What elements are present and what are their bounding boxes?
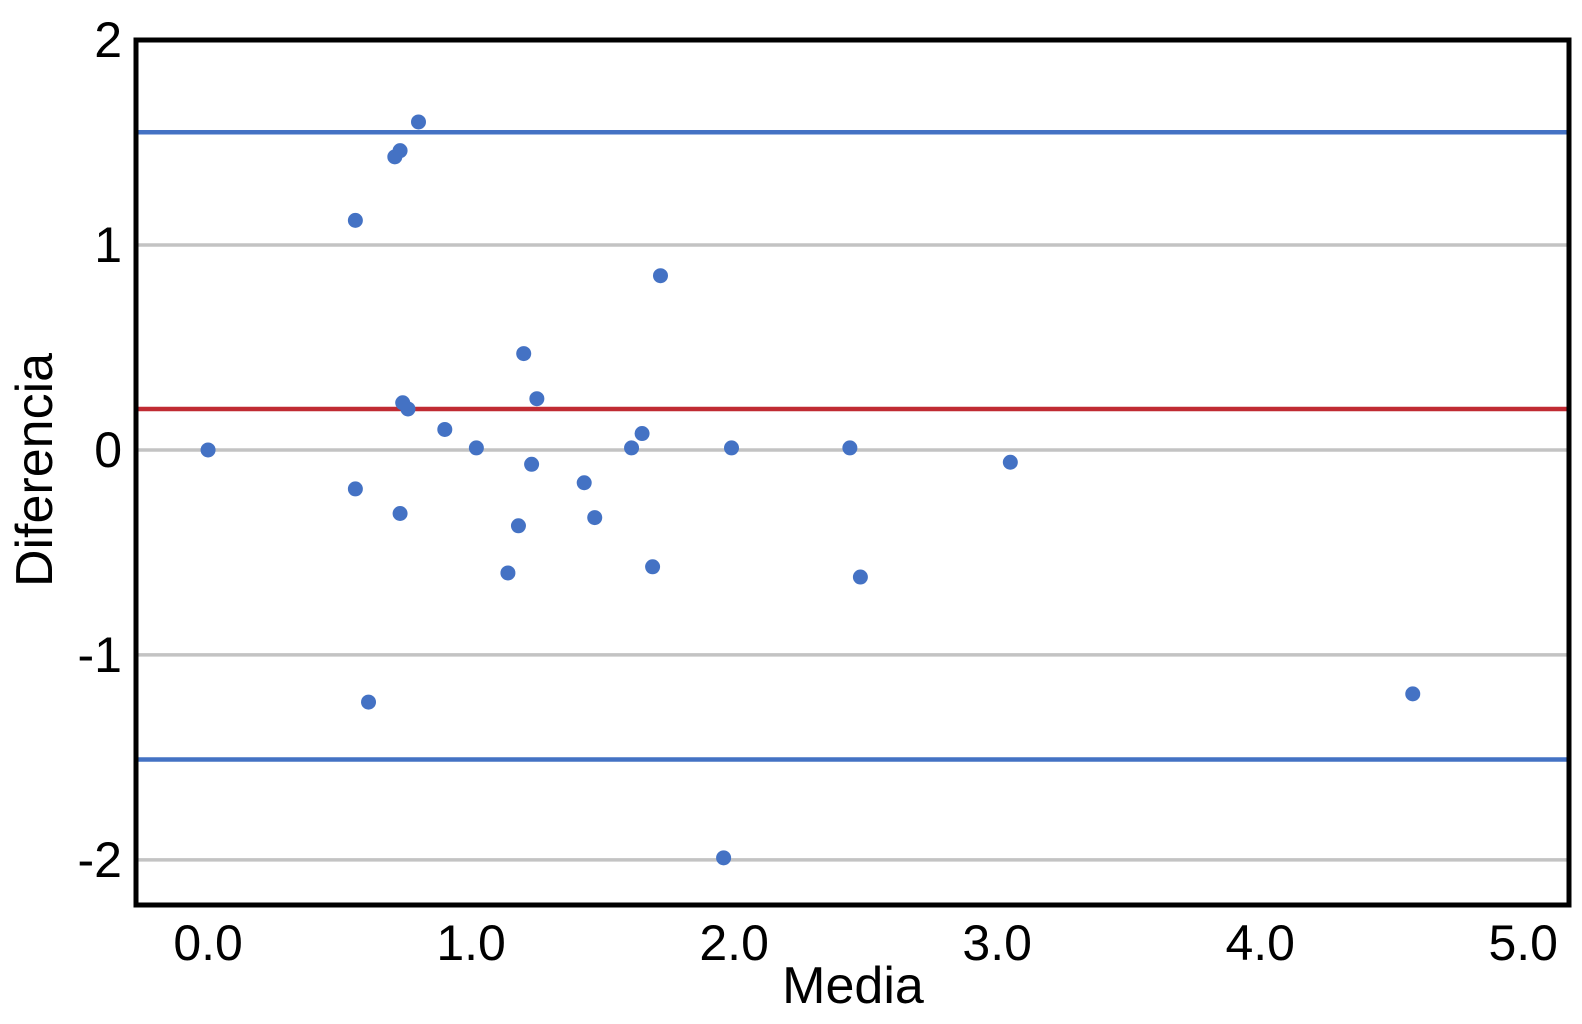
data-point [624,440,640,456]
data-point [437,421,453,437]
x-tick-label: 1.0 [436,915,506,971]
data-point [347,481,363,497]
data-point [587,510,603,526]
tick-label-layer: 0.0 1.0 2.0 3.0 4.0 5.0 2 1 0 -1 -2 [78,12,1558,971]
data-point [1002,454,1018,470]
x-tick-label: 3.0 [962,915,1032,971]
y-axis-title: Diferencia [6,353,64,587]
data-point [361,694,377,710]
gridline-layer [136,243,1569,862]
data-point [529,391,545,407]
data-point-layer [200,114,1421,866]
data-point [347,212,363,228]
x-tick-label: 0.0 [173,915,243,971]
data-point [510,518,526,534]
data-point [524,456,540,472]
data-point [200,442,216,458]
x-tick-label: 2.0 [699,915,769,971]
data-point [716,850,732,866]
plot-border [133,37,1572,908]
data-point [410,114,426,130]
x-tick-label: 5.0 [1488,915,1558,971]
x-axis-title: Media [782,957,924,1015]
data-point [392,505,408,521]
data-point [852,569,868,585]
data-point [576,475,592,491]
y-tick-label: 2 [94,12,122,68]
data-point [645,559,661,575]
plot-border-layer [133,37,1572,908]
data-point [392,143,408,159]
x-tick-label: 4.0 [1225,915,1295,971]
data-point [1405,686,1421,702]
data-point [842,440,858,456]
y-tick-label: 1 [94,217,122,273]
data-point [516,346,532,362]
data-point [400,401,416,417]
y-tick-label: 0 [94,422,122,478]
data-point [634,426,650,442]
data-point [652,268,668,284]
data-point [468,440,484,456]
data-point [500,565,516,581]
data-point [724,440,740,456]
y-tick-label: -1 [78,627,122,683]
reference-line-layer [136,129,1569,762]
y-tick-label: -2 [78,832,122,888]
